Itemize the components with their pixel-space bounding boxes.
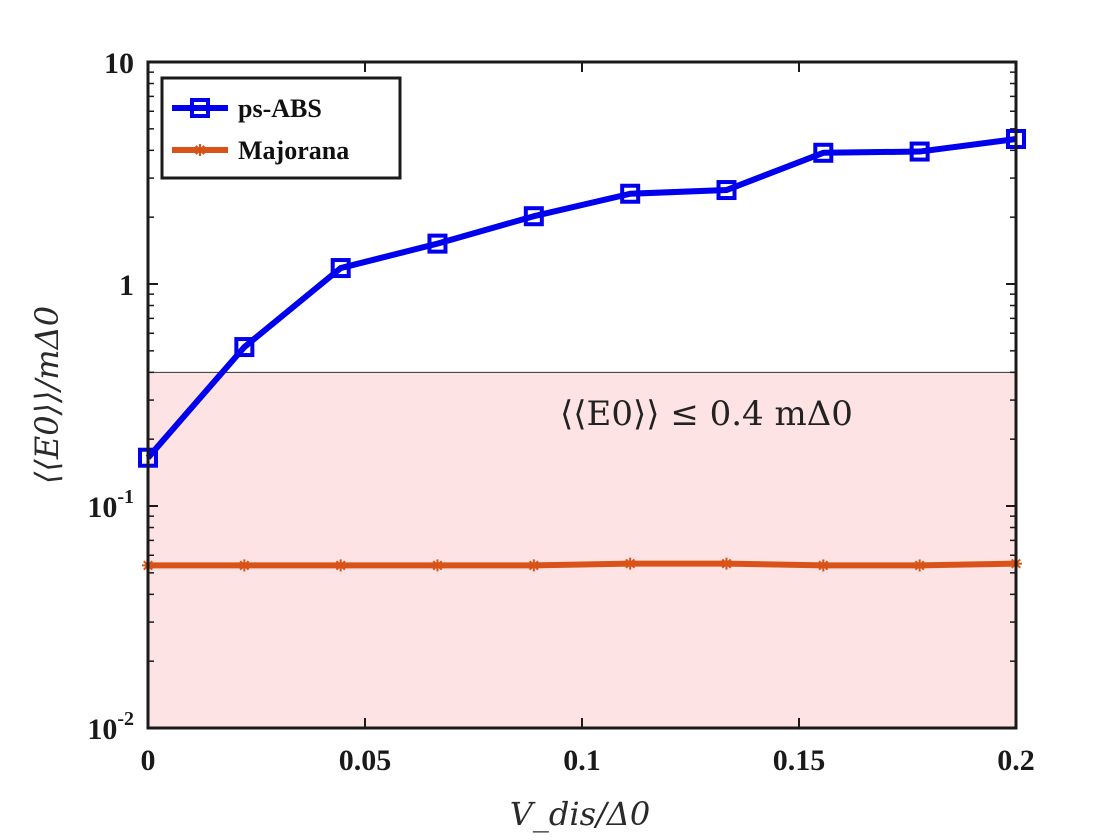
data-point-ps-abs [716,180,737,201]
data-point-ps-abs [330,258,351,279]
data-point-majorana [527,559,540,572]
x-tick-label: 0.2 [997,744,1035,777]
ticks-layer: 0 0.05 0.1 0.15 0.2 10-2 10-1 1 10 [87,47,1034,777]
data-point-ps-abs [427,233,448,254]
x-tick-label: 0 [141,744,156,777]
data-point-majorana [913,559,926,572]
data-point-majorana [624,557,637,570]
x-tick-label: 0.1 [563,744,601,777]
shaded-region [148,372,1016,728]
data-point-ps-abs [620,183,641,204]
data-point-ps-abs [523,206,544,227]
svg-text:⟨⟨E0⟩⟩/mΔ0: ⟨⟨E0⟩⟩/mΔ0 [28,306,66,484]
legend-box [160,76,402,180]
data-point-majorana [238,559,251,572]
x-tick-label: 0.05 [339,744,392,777]
threshold-annotation: ⟨⟨E0⟩⟩ ≤ 0.4 mΔ0 [560,394,853,434]
y-tick-label: 10-2 [87,708,134,746]
data-point-majorana [720,557,733,570]
legend-label-ps-abs: ps-ABS [238,94,322,123]
data-point-majorana [334,559,347,572]
data-point-ps-abs [234,337,255,358]
y-tick-label: 10 [104,47,134,80]
y-tick-label: 1 [119,269,134,302]
data-point-ps-abs [909,141,930,162]
y-axis-label: ⟨⟨E0⟩⟩/mΔ0 [28,306,66,484]
data-point-majorana [817,559,830,572]
legend-label-majorana: Majorana [238,136,349,165]
data-point-ps-abs [813,142,834,163]
x-tick-label: 0.15 [773,744,826,777]
data-point-majorana [431,559,444,572]
legend-marker-ps-abs [190,98,210,118]
x-axis-label: V_dis/Δ0 [510,795,651,833]
legend-marker-majorana [194,144,206,156]
series-line-ps-abs [145,136,1017,460]
y-tick-label: 10-1 [87,486,134,524]
series-line-majorana [148,560,1017,569]
legend: ps-ABS Majorana [160,76,402,180]
